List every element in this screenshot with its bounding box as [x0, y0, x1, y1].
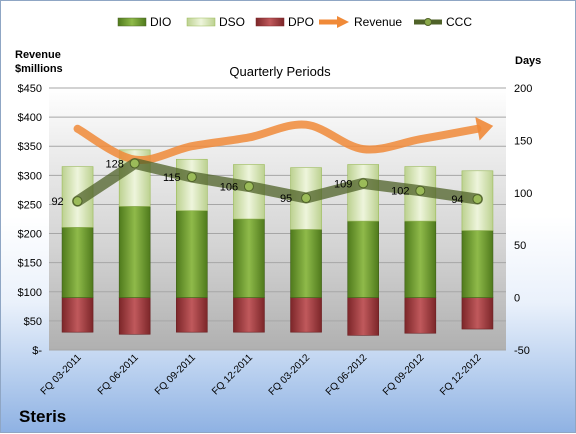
ccc-point	[472, 194, 483, 205]
y-right-tick-label: 200	[514, 83, 532, 95]
company-name: Steris	[19, 407, 66, 426]
legend-item-dso: DSO	[186, 15, 245, 29]
x-tick-label: FQ 09-2011	[153, 352, 198, 397]
legend-swatch-dso	[186, 17, 216, 27]
legend-item-dio: DIO	[117, 15, 171, 29]
bar-dso	[347, 164, 379, 222]
bar-dio	[118, 206, 151, 298]
y-left-tick-label: $-	[32, 345, 42, 357]
bar-dpo	[118, 297, 151, 335]
y-right-tick-label: 150	[514, 135, 532, 147]
ccc-point	[72, 196, 83, 207]
y-left-tick-label: $200	[18, 229, 42, 241]
ccc-series: 92 128 115 106 95 109 102 94	[51, 157, 483, 208]
y-left-label-line2: $millions	[15, 63, 63, 75]
ccc-data-label: 92	[51, 196, 63, 208]
legend-label-ccc: CCC	[446, 15, 472, 29]
bar-dio	[290, 229, 322, 298]
ccc-data-label: 106	[220, 182, 238, 194]
ccc-data-label: 109	[334, 178, 352, 190]
bar-dio	[176, 210, 208, 298]
legend-label-revenue: Revenue	[354, 15, 402, 29]
y-left-tick-label: $100	[18, 287, 42, 299]
bar-dio	[461, 230, 494, 298]
legend: DIO DSO DPO Revenue CCC	[117, 15, 472, 29]
x-tick-label: FQ 06-2012	[324, 352, 370, 398]
legend-item-revenue: Revenue	[319, 15, 402, 29]
y-left-tick-label: $400	[18, 112, 42, 124]
x-tick-label: FQ 12-2012	[438, 352, 484, 398]
ccc-point	[301, 193, 312, 204]
y-left-tick-label: $250	[18, 199, 42, 211]
y-left-tick-label: $450	[18, 83, 42, 95]
ccc-point	[243, 181, 254, 192]
legend-label-dio: DIO	[150, 15, 171, 29]
ccc-data-label: 94	[451, 194, 463, 206]
ccc-data-label: 128	[106, 158, 124, 170]
legend-label-dso: DSO	[219, 15, 245, 29]
ccc-point	[186, 172, 197, 183]
bar-dpo	[233, 297, 265, 333]
bar-dpo	[347, 297, 379, 336]
ccc-point	[358, 178, 369, 189]
bar-dso	[176, 158, 208, 211]
legend-swatch-dio	[117, 17, 147, 27]
y-right-tick-label: -50	[514, 345, 530, 357]
legend-label-dpo: DPO	[288, 15, 314, 29]
x-tick-label: FQ 03-2011	[39, 352, 84, 397]
bar-dpo	[461, 297, 494, 330]
y-left-tick-label: $350	[18, 141, 42, 153]
ccc-line	[72, 157, 483, 207]
bar-dio	[233, 218, 265, 298]
legend-item-ccc: CCC	[414, 15, 472, 29]
y-left-tick-label: $150	[18, 258, 42, 270]
y-right-tick-label: 100	[514, 188, 532, 200]
ccc-point	[129, 158, 140, 169]
x-tick-label: FQ 03-2012	[267, 352, 313, 398]
x-tick-label: FQ 06-2011	[96, 352, 141, 397]
legend-item-dpo: DPO	[255, 15, 314, 29]
bar-dpo	[290, 297, 322, 333]
bar-dpo	[61, 297, 94, 333]
ccc-point	[415, 185, 426, 196]
y-left-tick-label: $50	[24, 316, 42, 328]
y-right-label: Days	[515, 55, 541, 67]
bar-dpo	[404, 297, 437, 334]
legend-arrowhead-revenue	[337, 16, 349, 28]
y-right-tick-label: 0	[514, 293, 520, 305]
y-left-label-line1: Revenue	[15, 49, 61, 61]
ccc-data-label: 115	[163, 172, 181, 184]
bars	[61, 149, 494, 336]
bar-dio	[347, 220, 379, 298]
bar-dio	[404, 220, 437, 298]
legend-marker-ccc	[424, 18, 432, 26]
x-tick-label: FQ 09-2012	[381, 352, 427, 398]
x-tick-label: FQ 12-2011	[210, 352, 255, 397]
y-right-tick-label: 50	[514, 240, 526, 252]
revenue-arrowhead	[475, 116, 494, 141]
bar-dio	[61, 227, 94, 298]
legend-swatch-dpo	[255, 17, 285, 27]
ccc-data-label: 95	[280, 193, 292, 205]
chart-title: Quarterly Periods	[229, 64, 331, 79]
ccc-data-label: 102	[391, 186, 409, 198]
y-left-tick-label: $300	[18, 170, 42, 182]
bar-dpo	[176, 297, 208, 333]
